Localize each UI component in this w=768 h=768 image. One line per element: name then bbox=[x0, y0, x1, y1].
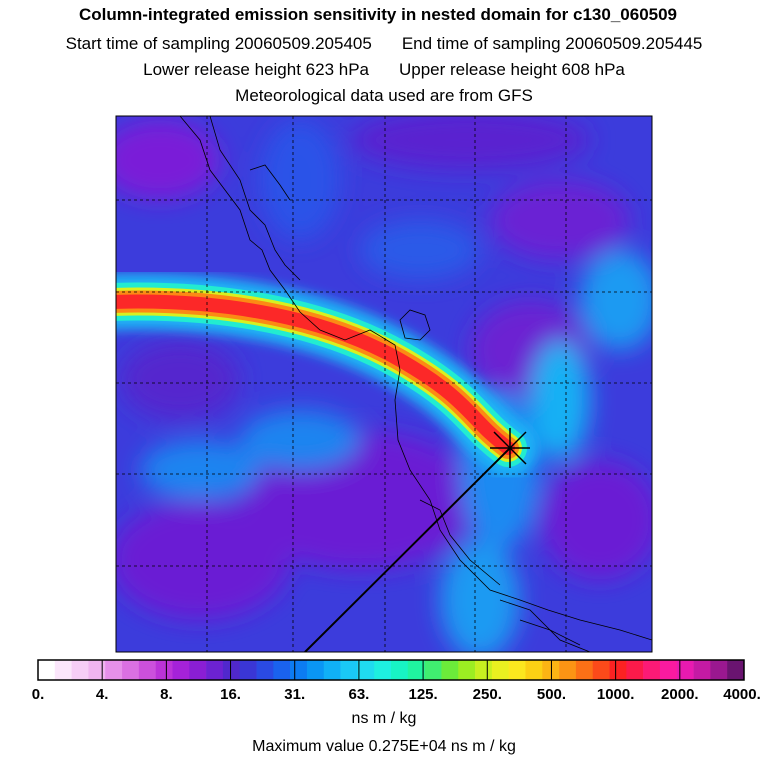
colorbar-cell bbox=[54, 660, 72, 680]
colorbar-cell bbox=[407, 660, 425, 680]
colorbar-cell bbox=[323, 660, 341, 680]
sampling-times: Start time of sampling 20060509.205405 En… bbox=[0, 34, 768, 54]
colorbar-cell bbox=[105, 660, 123, 680]
plume-core bbox=[116, 294, 515, 455]
release-point-marker bbox=[490, 428, 530, 468]
lower-release-height: Lower release height 623 hPa bbox=[143, 60, 369, 79]
colorbar-cell bbox=[559, 660, 577, 680]
maximum-value: Maximum value 0.275E+04 ns m / kg bbox=[252, 738, 516, 755]
colorbar-cell bbox=[525, 660, 543, 680]
met-data-source: Meteorological data used are from GFS bbox=[235, 86, 533, 105]
colorbar-cell bbox=[155, 660, 173, 680]
colorbar-cell bbox=[643, 660, 661, 680]
colorbar-cell bbox=[710, 660, 728, 680]
start-time: Start time of sampling 20060509.205405 bbox=[65, 34, 372, 53]
colorbar-cell bbox=[441, 660, 459, 680]
colorbar-cell bbox=[222, 660, 241, 680]
colorbar bbox=[38, 660, 745, 680]
colorbar-tick-label: 4000. bbox=[723, 686, 761, 703]
lat-lon-grid bbox=[116, 116, 652, 652]
colorbar-cell bbox=[38, 660, 56, 680]
colorbar-cell bbox=[542, 660, 560, 680]
colorbar-cell bbox=[676, 660, 694, 680]
colorbar-cell bbox=[626, 660, 644, 680]
colorbar-tick-label: 500. bbox=[536, 686, 567, 703]
colorbar-cell bbox=[290, 660, 308, 680]
release-heights: Lower release height 623 hPa Upper releas… bbox=[0, 60, 768, 80]
colorbar-tick-label: 16. bbox=[220, 686, 241, 703]
colorbar-frame bbox=[37, 659, 745, 681]
colorbar-cell bbox=[306, 660, 325, 680]
map-frame bbox=[115, 115, 653, 653]
flight-track bbox=[304, 447, 511, 652]
colorbar-cell bbox=[609, 660, 627, 680]
colorbar-tick-label: 1000. bbox=[596, 686, 635, 703]
colorbar-cell bbox=[592, 660, 610, 680]
end-time: End time of sampling 20060509.205445 bbox=[401, 34, 703, 53]
colorbar-cell bbox=[357, 660, 375, 680]
colorbar-tick-label: 63. bbox=[348, 686, 370, 703]
colorbar-tick-label: 8. bbox=[160, 686, 173, 703]
colorbar-tick-label: 0. bbox=[31, 686, 45, 703]
colorbar-cell bbox=[189, 660, 207, 680]
colorbar-tick-label: 4. bbox=[95, 686, 109, 703]
colorbar-cell bbox=[88, 660, 106, 680]
map-field bbox=[116, 116, 652, 652]
colorbar-tick-label: 2000. bbox=[661, 686, 699, 703]
colorbar-cell bbox=[374, 660, 392, 680]
colorbar-cell bbox=[206, 660, 224, 680]
colorbar-cell bbox=[693, 660, 711, 680]
colorbar-tick-label: 31. bbox=[284, 686, 306, 703]
colorbar-cell bbox=[727, 660, 745, 680]
colorbar-cell bbox=[491, 660, 509, 680]
colorbar-cell bbox=[340, 660, 358, 680]
colorbar-cell bbox=[508, 660, 526, 680]
colorbar-cell bbox=[475, 660, 493, 680]
colorbar-cell bbox=[172, 660, 190, 680]
colorbar-cell bbox=[391, 660, 409, 680]
colorbar-cell bbox=[659, 660, 678, 680]
colorbar-cell bbox=[273, 660, 291, 680]
colorbar-cell bbox=[138, 660, 156, 680]
colorbar-cell bbox=[458, 660, 476, 680]
coastlines bbox=[179, 116, 652, 652]
colorbar-cell bbox=[122, 660, 140, 680]
upper-release-height: Upper release height 608 hPa bbox=[399, 60, 625, 79]
colorbar-cell bbox=[424, 660, 442, 680]
colorbar-cell bbox=[71, 660, 89, 680]
colorbar-tick-label: 250. bbox=[472, 686, 502, 703]
map-title: Column-integrated emission sensitivity i… bbox=[78, 5, 678, 24]
colorbar-cell bbox=[256, 660, 274, 680]
colorbar-cell bbox=[575, 660, 594, 680]
colorbar-cell bbox=[239, 660, 257, 680]
colorbar-units: ns m / kg bbox=[351, 710, 417, 727]
colorbar-tick-label: 125. bbox=[408, 686, 438, 703]
